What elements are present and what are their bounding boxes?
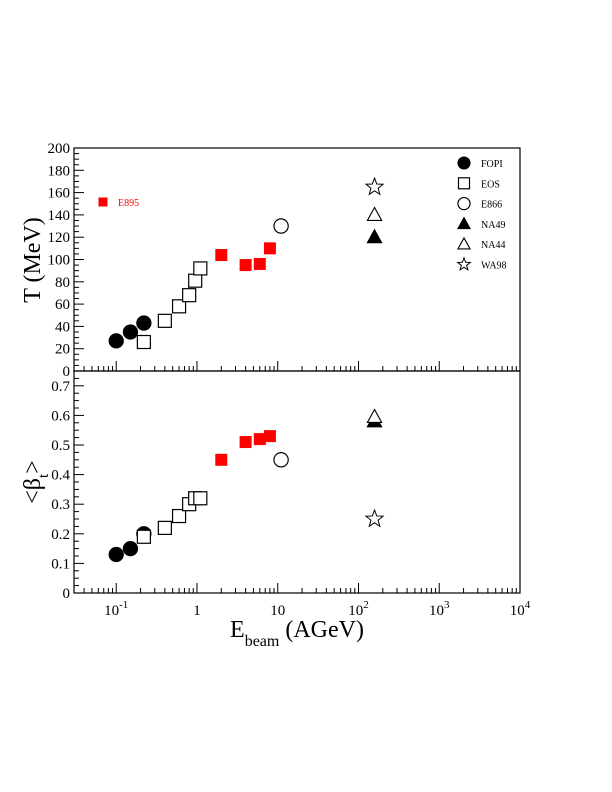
eos-point — [193, 491, 208, 506]
e866-point — [273, 452, 289, 468]
y-tick-label: 0.1 — [51, 556, 70, 572]
eos-point — [157, 520, 172, 535]
legend-marker-wa98 — [456, 256, 472, 271]
x-tick-label: 102 — [348, 599, 369, 619]
fopi-point — [122, 540, 139, 557]
y-tick-label: 140 — [48, 208, 71, 224]
y-tick-label: 200 — [48, 141, 71, 157]
legend-label-na44: NA44 — [481, 240, 505, 251]
legend-marker-fopi — [457, 156, 471, 170]
e895-point — [253, 257, 266, 270]
eos-point — [193, 261, 208, 276]
bottom-x-ticks: 10-1 1 10 102 103 104 — [73, 583, 531, 619]
eos-point — [136, 529, 151, 544]
na49-point — [366, 228, 383, 244]
legend-label-fopi: FOPI — [481, 159, 503, 170]
legend-marker-eos — [457, 177, 471, 190]
legend-marker-e866 — [457, 196, 471, 211]
wa98-point — [364, 508, 385, 528]
y-tick-label: 20 — [55, 342, 70, 358]
y-tick-label: 0.3 — [51, 497, 70, 513]
bottom-data-marks — [108, 408, 385, 563]
eos-point — [182, 288, 197, 303]
x-tick-label: 10 — [270, 603, 285, 619]
x-tick-label: 103 — [429, 599, 450, 619]
legend-marker-na49 — [457, 216, 471, 230]
fopi-point — [108, 546, 124, 563]
e895-point — [263, 242, 276, 255]
top-y-axis-title: T (MeV) — [20, 217, 46, 303]
na44-point — [366, 206, 383, 222]
eos-point — [171, 299, 187, 314]
top-x-ticks — [73, 361, 521, 371]
top-panel: 0 20 40 60 80 100 120 140 160 180 200 FOPI EOS E866 N… — [20, 141, 521, 380]
top-y-ticks: 0 20 40 60 80 100 120 140 160 180 200 — [48, 141, 84, 380]
e895-legend: E895 — [98, 197, 139, 209]
eos-point — [136, 334, 151, 350]
y-tick-label: 0 — [63, 586, 71, 602]
legend-label-eos: EOS — [481, 179, 500, 190]
legend-marker-na44 — [457, 236, 471, 250]
top-data-marks — [108, 176, 385, 350]
y-tick-label: 0.4 — [51, 468, 70, 484]
e866-point — [273, 218, 289, 234]
y-tick-label: 0.7 — [51, 379, 70, 395]
y-tick-label: 0.5 — [51, 438, 70, 454]
legend-label-na49: NA49 — [481, 220, 505, 231]
e895-point — [215, 453, 228, 466]
fopi-point — [108, 333, 124, 349]
y-tick-label: 40 — [55, 319, 70, 335]
y-tick-label: 0 — [63, 364, 71, 380]
e895-point — [239, 259, 252, 272]
e895-point — [263, 430, 276, 443]
y-tick-label: 0.2 — [51, 527, 70, 543]
x-tick-label: 1 — [193, 603, 201, 619]
x-tick-label: 104 — [510, 599, 531, 619]
bottom-panel: 00.10.20.30.40.50.60.7 10-1 1 10 102 103 104 … — [20, 370, 531, 650]
wa98-point — [364, 176, 385, 196]
e895-point — [239, 436, 252, 449]
legend-label-e866: E866 — [481, 200, 502, 211]
legend-label-e895: E895 — [118, 198, 139, 209]
y-tick-label: 100 — [48, 253, 71, 269]
y-tick-label: 120 — [48, 230, 71, 246]
y-tick-label: 160 — [48, 186, 71, 202]
fopi-point — [122, 324, 139, 340]
na44-point — [366, 408, 383, 423]
fopi-point — [136, 315, 152, 331]
bottom-plot-frame — [73, 370, 521, 594]
eos-point — [188, 273, 203, 288]
y-tick-label: 0.6 — [51, 408, 70, 424]
legend-marker-e895 — [98, 197, 108, 207]
y-tick-label: 180 — [48, 163, 71, 179]
bottom-y-ticks: 0 0.1 0.2 0.3 0.4 0.5 0.6 0.7 — [51, 370, 84, 602]
e895-point — [215, 249, 228, 262]
y-tick-label: 80 — [55, 275, 70, 291]
bottom-y-axis-title: <βt> — [20, 460, 52, 503]
eos-point — [157, 313, 172, 328]
x-axis-title: Ebeam (AGeV) — [230, 617, 364, 650]
y-tick-label: 60 — [55, 297, 70, 313]
legend: FOPI EOS E866 NA49 NA44 WA98 — [456, 156, 507, 272]
e895-point — [253, 433, 266, 446]
legend-label-wa98: WA98 — [481, 261, 507, 272]
eos-point — [171, 508, 187, 524]
x-tick-label: 10-1 — [104, 599, 128, 619]
